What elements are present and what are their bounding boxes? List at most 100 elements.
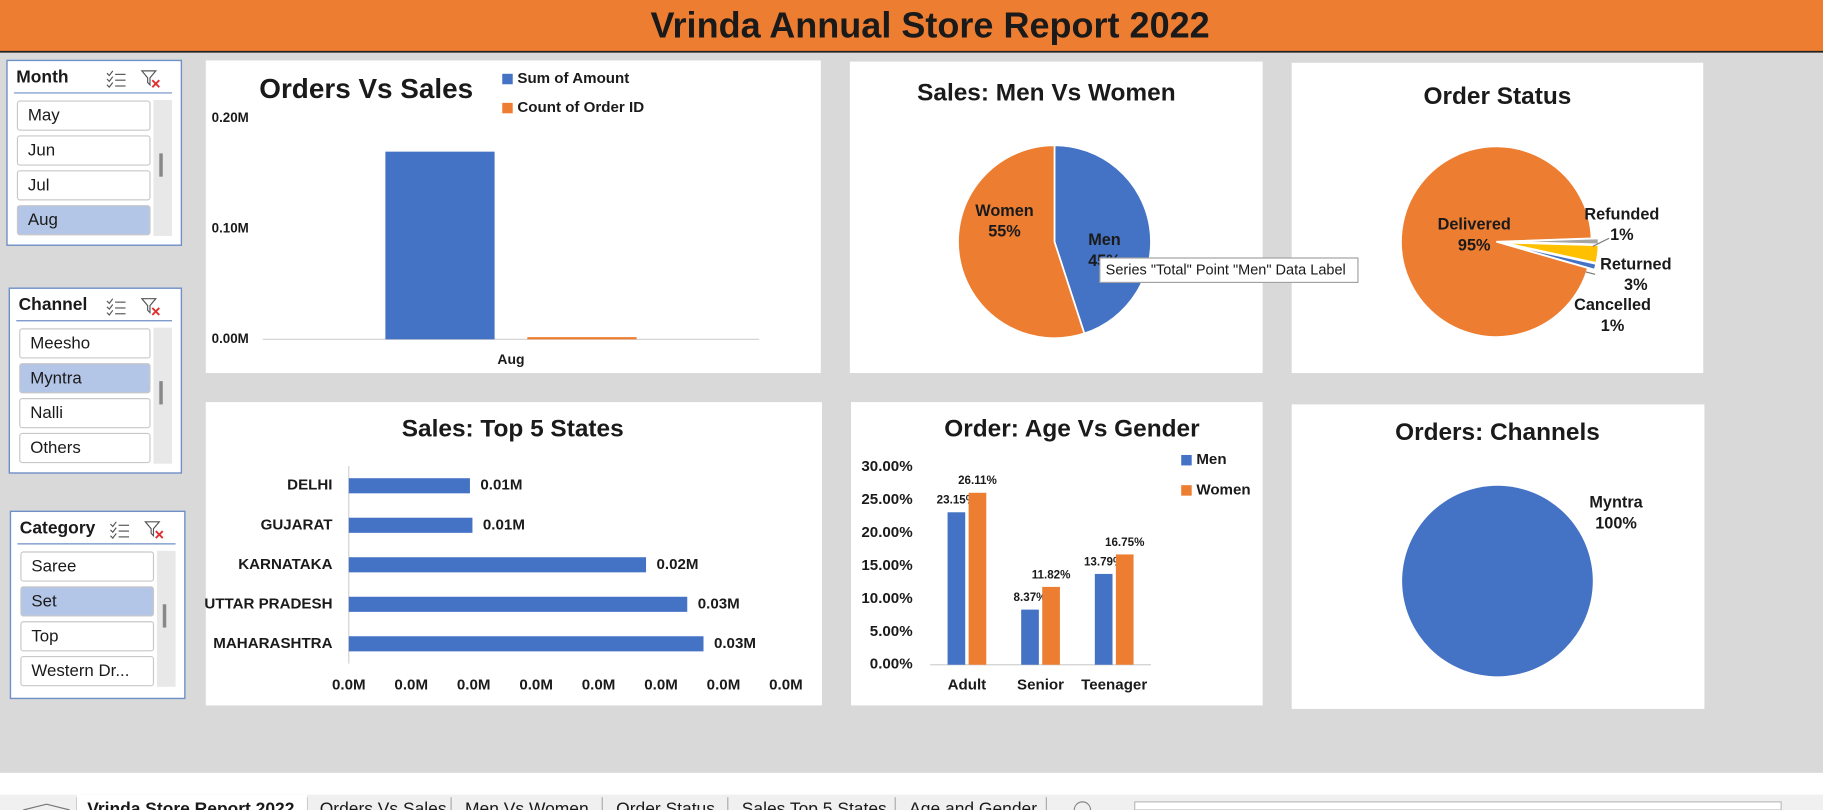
slice-label: Women [975, 202, 1033, 220]
slicer-item-label: Saree [31, 557, 76, 576]
multi-select-icon[interactable] [110, 533, 117, 539]
y-tick-label: MAHARASHTRA [213, 635, 332, 652]
h-scrollbar[interactable] [1134, 801, 1782, 810]
slicer-item[interactable] [16, 100, 151, 131]
slicer-item-label: Myntra [30, 368, 82, 387]
x-tick-label: 0.0M [332, 677, 366, 694]
slicer-item-label: Aug [28, 210, 58, 229]
data-label: 13.79% [1084, 555, 1124, 568]
x-tick-label: 0.0M [769, 677, 803, 694]
status-strip [0, 772, 1823, 795]
data-label: 26.11% [958, 474, 997, 487]
slicer-item[interactable] [16, 135, 151, 166]
bar [1094, 573, 1113, 665]
bar [348, 636, 704, 652]
slicer-item[interactable] [19, 398, 151, 429]
slicer-item[interactable] [19, 432, 151, 464]
multi-select-icon[interactable] [110, 521, 117, 528]
x-tick-label: 0.0M [394, 677, 428, 694]
clear-filter-icon[interactable] [151, 307, 160, 316]
bar [385, 151, 495, 340]
bar [1042, 586, 1060, 665]
multi-select-icon[interactable] [106, 82, 114, 89]
slicer-title: Channel [19, 294, 88, 314]
legend-swatch [502, 73, 513, 85]
slice-value: 1% [1610, 226, 1634, 244]
multi-select-icon[interactable] [106, 309, 114, 316]
slicer-item[interactable] [20, 621, 155, 652]
y-tick-label: 5.00% [870, 623, 913, 640]
data-label: 0.03M [698, 595, 740, 612]
legend-swatch [1181, 454, 1192, 466]
x-tick-label: 0.0M [707, 677, 741, 694]
bar [1115, 554, 1134, 665]
tab-nav[interactable] [23, 803, 70, 810]
clear-filter-icon[interactable] [140, 70, 158, 87]
pie-slice [957, 144, 1086, 340]
slicer-item[interactable] [20, 656, 155, 687]
slicer-item[interactable] [19, 363, 151, 394]
sheet-tab[interactable]: Men Vs Women [465, 799, 589, 810]
chart-panel [205, 60, 821, 374]
clear-filter-icon[interactable] [140, 298, 158, 315]
slicer-item-label: Others [30, 438, 81, 457]
legend-label: Women [1196, 481, 1250, 498]
slice-label: Refunded [1584, 205, 1659, 223]
x-tick-label: 0.0M [644, 677, 678, 694]
sheet-tab[interactable]: Vrinda Store Report 2022 [87, 799, 294, 810]
bar [1021, 609, 1039, 665]
y-tick-label: DELHI [287, 477, 332, 494]
header-title: Vrinda Annual Store Report 2022 [651, 4, 1210, 45]
multi-select-icon[interactable] [110, 527, 117, 534]
multi-select-icon[interactable] [106, 298, 114, 305]
slice-value: 55% [988, 223, 1021, 241]
sheet-tab[interactable]: Sales Top 5 States [742, 799, 887, 810]
slicer-item[interactable] [16, 170, 151, 201]
legend-label: Men [1196, 451, 1226, 468]
clear-filter-icon[interactable] [155, 530, 164, 539]
data-label: 0.01M [483, 516, 525, 533]
multi-select-icon[interactable] [106, 304, 114, 311]
slice-label: Cancelled [1574, 296, 1651, 314]
clear-filter-icon[interactable] [151, 79, 160, 88]
slicer-item[interactable] [19, 328, 151, 359]
y-tick-label: 30.00% [861, 458, 913, 475]
bar [947, 512, 966, 665]
sheet-tab[interactable]: Orders Vs Sales [320, 799, 447, 810]
scrollbar-thumb[interactable] [159, 381, 163, 405]
chart-title: Sales: Men Vs Women [917, 80, 1175, 107]
legend-swatch [502, 102, 513, 114]
data-label: 0.01M [480, 477, 522, 494]
slice-label: Myntra [1589, 493, 1643, 511]
bar [968, 492, 987, 665]
slice-label: Delivered [1438, 216, 1511, 234]
bar [348, 596, 688, 612]
legend-label: Count of Order ID [517, 99, 644, 116]
pie-slice [1402, 485, 1593, 677]
slicer-item[interactable] [20, 586, 155, 617]
multi-select-icon[interactable] [106, 76, 114, 83]
slice-label: Men [1088, 231, 1121, 249]
slicer-item-label: Western Dr... [31, 661, 129, 680]
data-label: 23.15% [937, 494, 977, 507]
slice-value: 100% [1595, 514, 1637, 532]
chart-title: Order Status [1424, 83, 1572, 110]
tooltip-text: Series "Total" Point "Men" Data Label [1106, 263, 1346, 279]
scrollbar-thumb[interactable] [162, 604, 167, 628]
y-tick-label: 0.00% [870, 656, 913, 673]
x-tick-label: Senior [1017, 677, 1064, 694]
slicer-item[interactable] [16, 205, 151, 236]
x-tick-label: 0.0M [519, 677, 553, 694]
x-tick-label: 0.0M [457, 677, 491, 694]
active-tab[interactable] [76, 794, 307, 810]
slicer-item-label: May [28, 106, 60, 125]
scrollbar-thumb[interactable] [159, 153, 163, 177]
slicer-item[interactable] [20, 551, 155, 582]
add-sheet[interactable] [1073, 801, 1092, 810]
sheet-tab[interactable]: Order Status [616, 799, 715, 810]
clear-filter-icon[interactable] [144, 521, 161, 538]
y-tick-label: KARNATAKA [238, 556, 332, 573]
multi-select-icon[interactable] [106, 70, 114, 77]
bar [348, 517, 473, 533]
sheet-tab[interactable]: Age and Gender [909, 799, 1037, 810]
